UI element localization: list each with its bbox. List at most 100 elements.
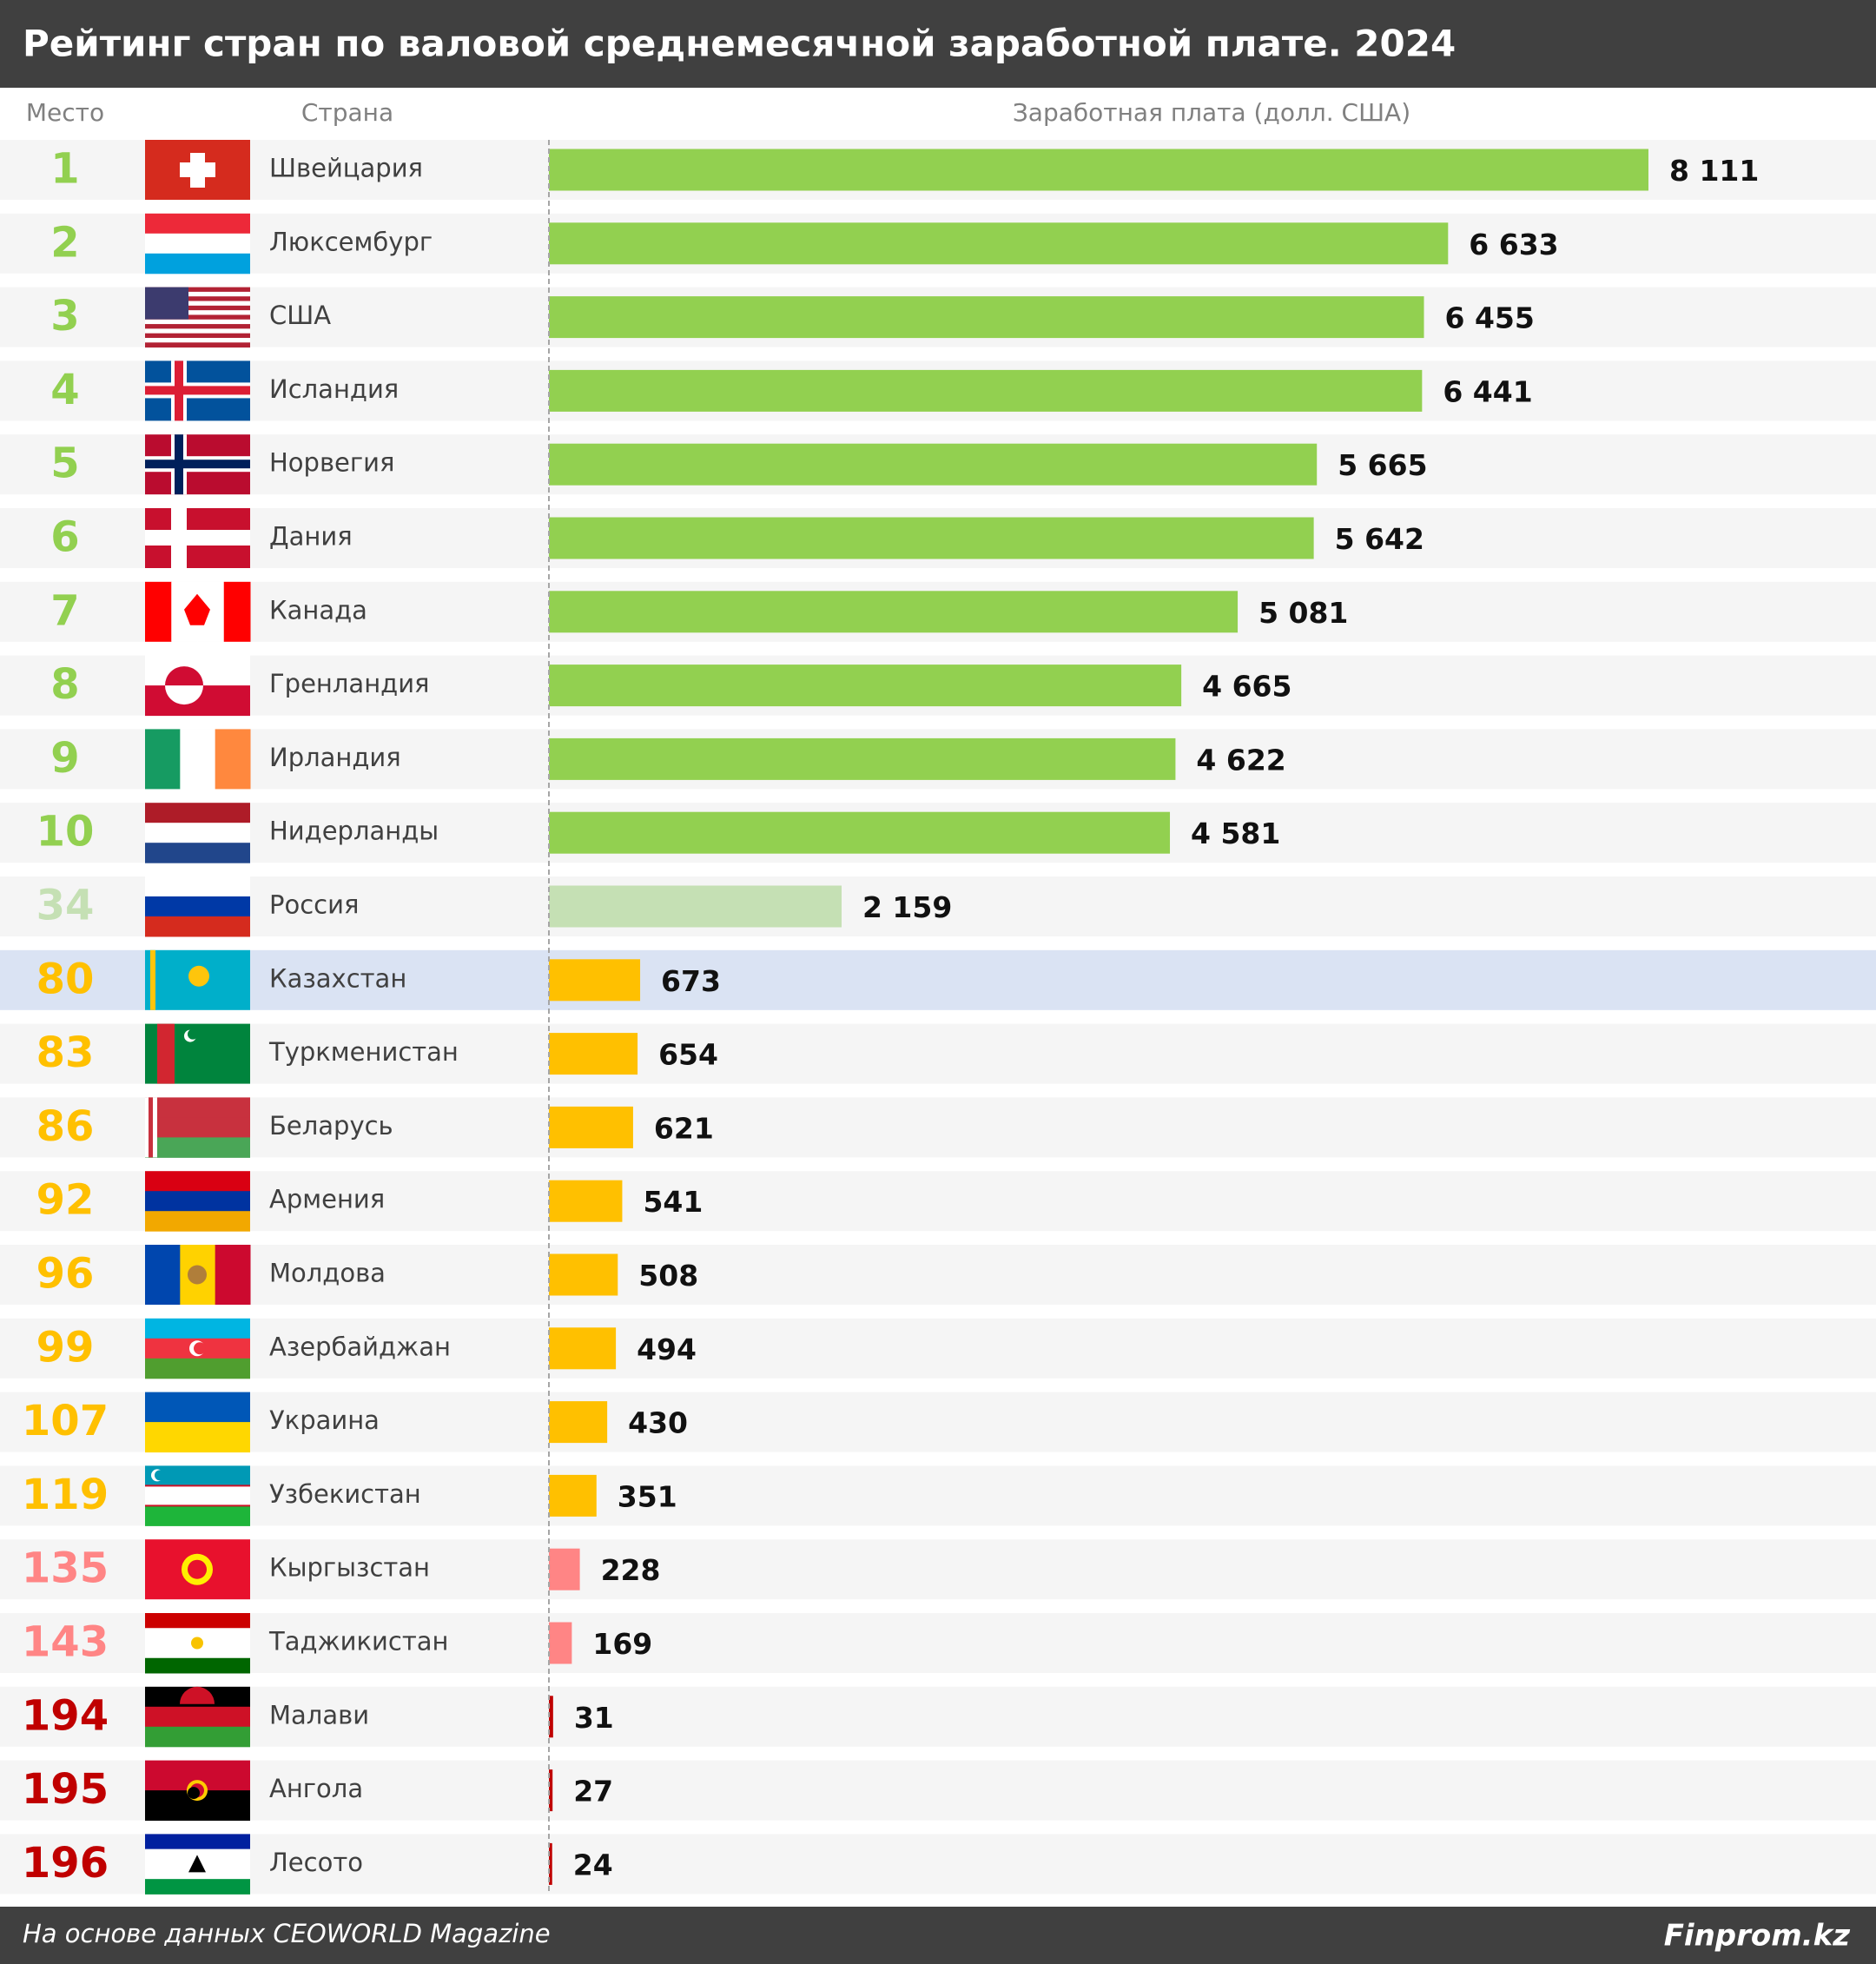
flag-part [149, 1097, 153, 1158]
flag-part [145, 1505, 250, 1526]
rank: 107 [22, 1397, 109, 1445]
bar [549, 1033, 638, 1075]
flag-part [145, 1097, 250, 1118]
rank: 1 [50, 145, 79, 194]
flag [145, 1318, 250, 1379]
country-label: Молдова [269, 1259, 386, 1288]
bar [549, 959, 641, 1002]
country-label: Ирландия [269, 743, 401, 772]
flag-part [145, 1358, 250, 1379]
flag [145, 655, 250, 717]
country-label: Армения [269, 1185, 385, 1214]
country-label: Лесото [269, 1848, 363, 1877]
bar [549, 369, 1423, 412]
value-label: 169 [592, 1627, 652, 1661]
value-label: 6 441 [1443, 374, 1532, 408]
flag-part [145, 1245, 181, 1305]
value-label: 5 665 [1338, 448, 1427, 482]
flag-part [145, 1613, 250, 1629]
flag-part [145, 1465, 250, 1486]
flag-part [145, 287, 250, 293]
value-label: 27 [573, 1775, 613, 1809]
rank: 194 [22, 1691, 109, 1740]
flag [145, 1465, 250, 1526]
country-label: Таджикистан [268, 1627, 448, 1657]
bar [549, 1548, 580, 1590]
flag-part [145, 1171, 250, 1192]
value-label: 541 [643, 1185, 703, 1219]
value-label: 430 [628, 1406, 688, 1440]
flag [145, 434, 250, 495]
country-label: Нидерланды [269, 817, 439, 846]
flag [145, 876, 250, 937]
bar [549, 517, 1314, 559]
flag-part [188, 965, 209, 987]
flag-part [145, 843, 250, 863]
column-header: Место [26, 98, 104, 127]
flag-part [145, 324, 250, 329]
country-label: Казахстан [269, 963, 406, 993]
rank: 135 [22, 1544, 109, 1593]
row-background [0, 1613, 1876, 1673]
row-background [0, 1245, 1876, 1305]
row-background [0, 1686, 1876, 1747]
country-label: США [269, 301, 331, 330]
flag-part [145, 1318, 250, 1339]
flag-part [145, 1657, 250, 1674]
flag-part [215, 729, 251, 790]
country-label: Беларусь [269, 1111, 393, 1141]
column-header: Страна [301, 98, 393, 127]
footer-band [0, 1907, 1876, 1964]
flag [145, 1686, 250, 1748]
flag [145, 949, 250, 1010]
rank: 6 [50, 513, 79, 562]
row-background [0, 1465, 1876, 1526]
value-label: 5 081 [1258, 596, 1348, 630]
flag-part [157, 1023, 175, 1084]
value-label: 4 581 [1191, 817, 1280, 850]
flag-part [145, 896, 250, 917]
row-background [0, 1760, 1876, 1821]
row-background [0, 949, 1876, 1010]
flag-part [145, 296, 250, 302]
flag-part [223, 581, 251, 642]
flag-part [180, 729, 216, 790]
country-label: Украина [269, 1405, 380, 1435]
flag-part [145, 305, 250, 311]
flag-part [145, 581, 172, 642]
flag [145, 1023, 250, 1084]
flag-part [145, 1422, 250, 1453]
flag-part [165, 685, 203, 705]
bar [549, 1106, 633, 1148]
flag-part [145, 1191, 250, 1212]
country-label: Норвегия [269, 448, 394, 478]
flag [145, 140, 250, 200]
rank: 5 [50, 440, 79, 488]
flag-part [145, 876, 250, 897]
flag-part [145, 310, 250, 315]
value-label: 673 [661, 964, 721, 998]
flag-part [145, 233, 250, 255]
flag-part [145, 1117, 250, 1138]
rank: 96 [36, 1250, 95, 1299]
rank: 86 [36, 1102, 95, 1151]
flag-part [145, 823, 250, 843]
rank: 99 [36, 1323, 95, 1372]
bar [549, 811, 1171, 854]
flag [145, 581, 251, 642]
value-label: 24 [573, 1848, 613, 1881]
country-label: Швейцария [269, 154, 423, 183]
bar [549, 1253, 618, 1296]
chart-title: Рейтинг стран по валовой среднемесячной … [23, 23, 1456, 65]
row-background [0, 1171, 1876, 1232]
flag [145, 360, 250, 421]
flag-part [188, 1787, 200, 1800]
bar [549, 443, 1318, 486]
flag-part [180, 1686, 215, 1704]
flag [145, 287, 250, 348]
column-header: Заработная плата (долл. США) [1013, 98, 1410, 127]
country-label: Люксембург [269, 227, 433, 256]
value-label: 4 665 [1202, 670, 1291, 704]
flag-part [145, 333, 250, 339]
